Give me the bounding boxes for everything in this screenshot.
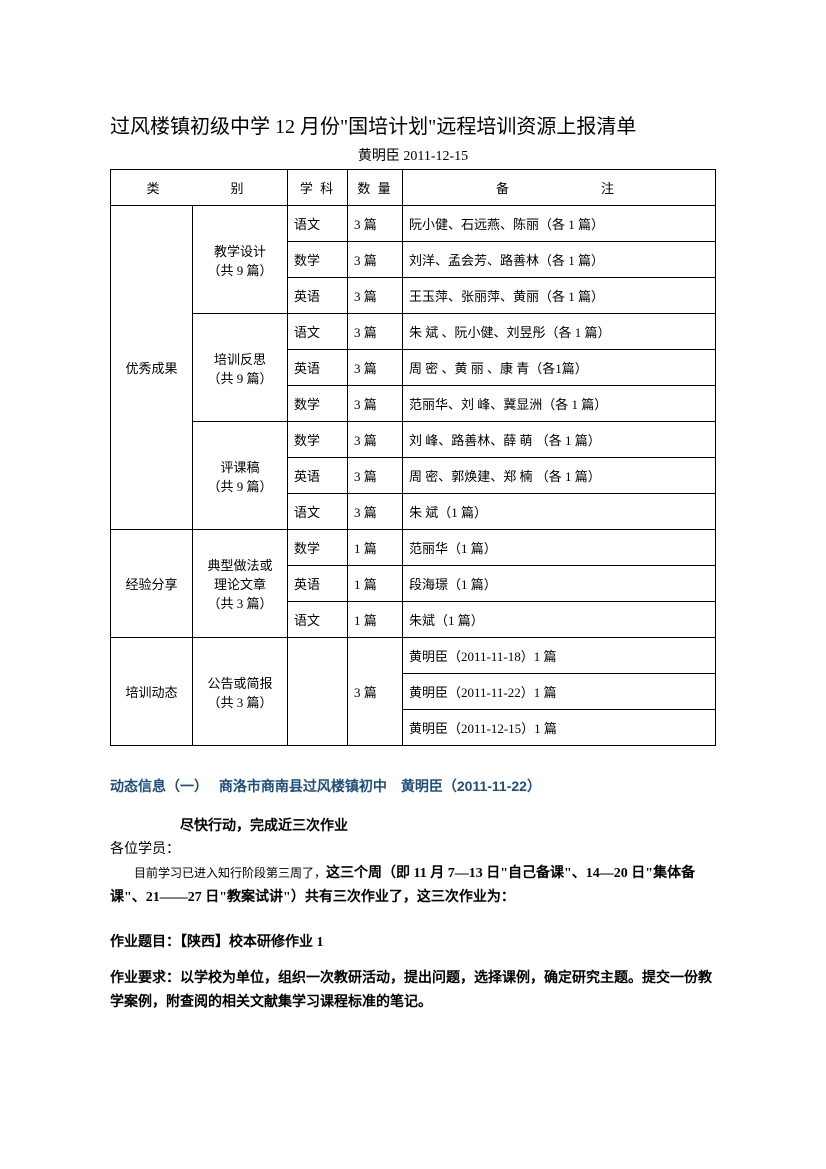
- cell-qty: 1 篇: [348, 602, 403, 638]
- cell-qty: 3 篇: [348, 278, 403, 314]
- cell-qty: 3 篇: [348, 422, 403, 458]
- cell-qty: 1 篇: [348, 530, 403, 566]
- homework-requirement: 作业要求：以学校为单位，组织一次教研活动，提出问题，选择课例，确定研究主题。提交…: [110, 967, 716, 1015]
- cell-remark: 刘 峰、路善林、薛 萌 （各 1 篇）: [403, 422, 716, 458]
- cell-subject: 语文: [288, 494, 348, 530]
- cell-qty: 3 篇: [348, 350, 403, 386]
- sub-bulletin: 公告或简报 （共 3 篇）: [193, 638, 288, 746]
- cat-excellent: 优秀成果: [111, 206, 193, 530]
- cell-subject: 数学: [288, 386, 348, 422]
- cell-remark: 阮小健、石远燕、陈丽（各 1 篇）: [403, 206, 716, 242]
- cell-qty: 3 篇: [348, 242, 403, 278]
- cell-subject: 英语: [288, 278, 348, 314]
- cell-qty: 3 篇: [348, 314, 403, 350]
- table-row: 优秀成果 教学设计 （共 9 篇） 语文 3 篇 阮小健、石远燕、陈丽（各 1 …: [111, 206, 716, 242]
- cell-qty: 3 篇: [348, 458, 403, 494]
- cell-qty: 1 篇: [348, 566, 403, 602]
- sub-reflection: 培训反思 （共 9 篇）: [193, 314, 288, 422]
- th-cat-right: 别: [231, 181, 252, 196]
- cell-remark: 周 密、郭焕建、郑 楠 （各 1 篇）: [403, 458, 716, 494]
- page-title: 过风楼镇初级中学 12 月份"国培计划"远程培训资源上报清单: [110, 110, 716, 139]
- cell-remark: 黄明臣（2011-11-18）1 篇: [403, 638, 716, 674]
- cell-remark: 朱斌（1 篇）: [403, 602, 716, 638]
- cell-subject: 语文: [288, 206, 348, 242]
- cell-qty: 3 篇: [348, 638, 403, 746]
- resource-table: 类 别 学 科 数 量 备 注 优秀成果 教学设计 （共 9 篇） 语文 3 篇…: [110, 169, 716, 746]
- sub-typical: 典型做法或 理论文章 （共 3 篇）: [193, 530, 288, 638]
- th-remarks: 备 注: [403, 170, 716, 206]
- paragraph: 目前学习已进入知行阶段第三周了，这三个周（即 11 月 7—13 日"自己备课"…: [110, 862, 716, 910]
- th-quantity: 数 量: [348, 170, 403, 206]
- cell-subject: 英语: [288, 566, 348, 602]
- para-pre-text: 目前学习已进入知行阶段第三周了，: [134, 866, 326, 880]
- th-rem-right: 注: [601, 181, 622, 196]
- cell-remark: 段海璟（1 篇）: [403, 566, 716, 602]
- header-row: 类 别 学 科 数 量 备 注: [111, 170, 716, 206]
- cell-remark: 黄明臣（2011-11-22）1 篇: [403, 674, 716, 710]
- cell-subject: 语文: [288, 602, 348, 638]
- table-row: 经验分享 典型做法或 理论文章 （共 3 篇） 数学 1 篇 范丽华（1 篇）: [111, 530, 716, 566]
- th-category: 类 别: [111, 170, 288, 206]
- th-subject: 学 科: [288, 170, 348, 206]
- section-header: 动态信息（一） 商洛市商南县过风楼镇初中 黄明臣（2011-11-22）: [110, 776, 716, 796]
- cell-subject: 数学: [288, 530, 348, 566]
- sub-teaching-design: 教学设计 （共 9 篇）: [193, 206, 288, 314]
- cell-subject-empty: [288, 638, 348, 746]
- cell-qty: 3 篇: [348, 494, 403, 530]
- cell-remark: 周 密 、黄 丽 、康 青（各1篇）: [403, 350, 716, 386]
- cell-subject: 英语: [288, 350, 348, 386]
- para-prefix: [110, 866, 134, 880]
- action-line: 尽快行动，完成近三次作业: [110, 814, 716, 838]
- th-rem-left: 备: [496, 181, 517, 196]
- cat-training: 培训动态: [111, 638, 193, 746]
- cell-remark: 朱 斌（1 篇）: [403, 494, 716, 530]
- table-row: 评课稿 （共 9 篇） 数学 3 篇 刘 峰、路善林、薛 萌 （各 1 篇）: [111, 422, 716, 458]
- cell-subject: 语文: [288, 314, 348, 350]
- cell-qty: 3 篇: [348, 386, 403, 422]
- cell-remark: 王玉萍、张丽萍、黄丽（各 1 篇）: [403, 278, 716, 314]
- cell-remark: 朱 斌 、阮小健、刘昱彤（各 1 篇）: [403, 314, 716, 350]
- cell-remark: 范丽华、刘 峰、冀显洲（各 1 篇）: [403, 386, 716, 422]
- table-row: 培训动态 公告或简报 （共 3 篇） 3 篇 黄明臣（2011-11-18）1 …: [111, 638, 716, 674]
- cell-subject: 英语: [288, 458, 348, 494]
- greeting: 各位学员：: [110, 838, 716, 858]
- cell-remark: 范丽华（1 篇）: [403, 530, 716, 566]
- cell-qty: 3 篇: [348, 206, 403, 242]
- table-row: 培训反思 （共 9 篇） 语文 3 篇 朱 斌 、阮小健、刘昱彤（各 1 篇）: [111, 314, 716, 350]
- cell-subject: 数学: [288, 422, 348, 458]
- cell-remark: 黄明臣（2011-12-15）1 篇: [403, 710, 716, 746]
- sub-review: 评课稿 （共 9 篇）: [193, 422, 288, 530]
- homework-title: 作业题目：【陕西】校本研修作业 1: [110, 931, 716, 951]
- cat-experience: 经验分享: [111, 530, 193, 638]
- cell-remark: 刘洋、孟会芳、路善林（各 1 篇）: [403, 242, 716, 278]
- page-subtitle: 黄明臣 2011-12-15: [110, 145, 716, 165]
- th-cat-left: 类: [146, 181, 167, 196]
- cell-subject: 数学: [288, 242, 348, 278]
